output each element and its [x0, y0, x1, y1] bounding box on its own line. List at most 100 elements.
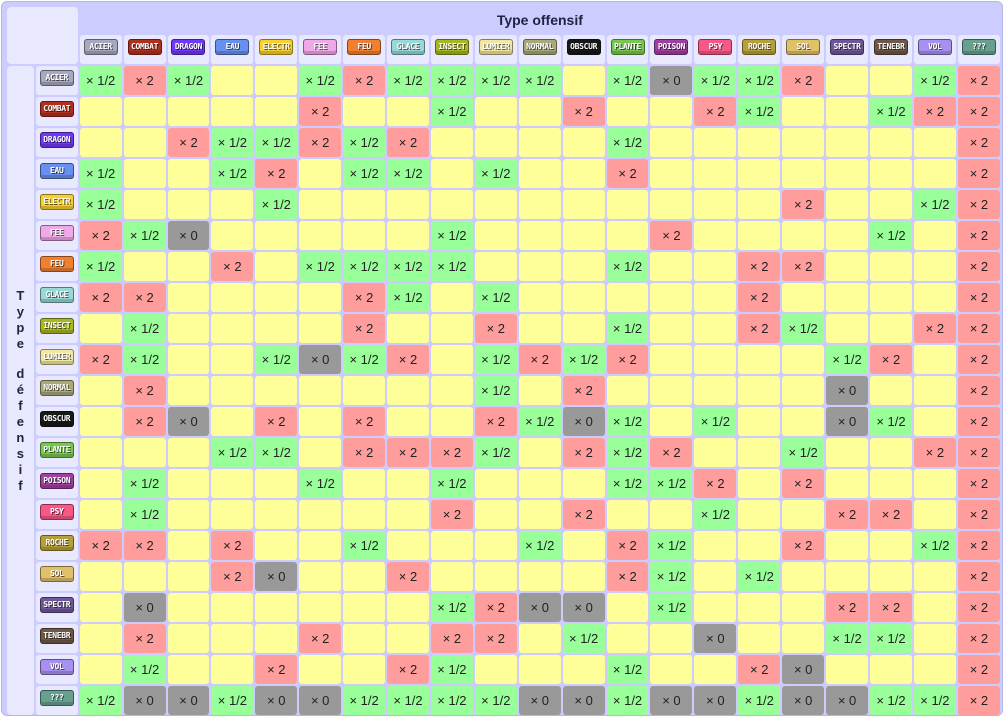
- effectiveness-cell: [870, 469, 912, 498]
- effectiveness-cell: × 1/2: [343, 531, 386, 560]
- effectiveness-cell: [782, 624, 825, 653]
- effectiveness-cell: [826, 655, 869, 684]
- multiplier-value: × 2: [398, 445, 418, 460]
- type-badge: POISON: [39, 473, 74, 489]
- effectiveness-cell: [650, 407, 693, 436]
- multiplier-value: × 1/2: [876, 228, 906, 243]
- effectiveness-cell: [870, 66, 912, 95]
- effectiveness-cell: × 2: [957, 593, 1000, 622]
- multiplier-value: × 2: [91, 228, 110, 243]
- effectiveness-cell: [387, 221, 429, 250]
- effectiveness-cell: × 1/2: [650, 531, 693, 560]
- multiplier-value: × 2: [969, 383, 989, 398]
- effectiveness-cell: × 1/2: [474, 345, 517, 374]
- effectiveness-cell: [650, 128, 693, 157]
- effectiveness-cell: × 1/2: [650, 562, 693, 591]
- effectiveness-cell: × 1/2: [255, 438, 298, 467]
- effectiveness-cell: × 2: [957, 314, 1000, 343]
- multiplier-value: × 2: [354, 414, 374, 429]
- multiplier-value: × 1/2: [656, 569, 687, 584]
- effectiveness-cell: [167, 562, 210, 591]
- row-header: VOL: [35, 655, 78, 684]
- effectiveness-cell: × 1/2: [343, 345, 386, 374]
- multiplier-value: × 2: [442, 631, 462, 646]
- effectiveness-cell: [826, 283, 869, 312]
- multiplier-value: × 1/2: [700, 73, 730, 88]
- effectiveness-cell: [606, 97, 649, 126]
- multiplier-value: × 1/2: [217, 693, 248, 708]
- effectiveness-cell: [562, 531, 605, 560]
- effectiveness-cell: × 2: [650, 221, 693, 250]
- multiplier-value: × 1/2: [744, 693, 774, 708]
- multiplier-value: × 2: [310, 104, 330, 119]
- effectiveness-cell: × 2: [913, 438, 956, 467]
- type-badge: PLANTE: [610, 39, 645, 55]
- effectiveness-cell: [343, 624, 386, 653]
- effectiveness-cell: [826, 531, 869, 560]
- effectiveness-cell: [123, 128, 166, 157]
- effectiveness-cell: [694, 190, 737, 219]
- multiplier-value: × 1/2: [876, 104, 906, 119]
- multiplier-value: × 1/2: [86, 259, 116, 274]
- multiplier-value: × 2: [267, 414, 286, 429]
- type-badge: POISON: [654, 39, 689, 55]
- multiplier-value: × 2: [969, 321, 989, 336]
- multiplier-value: × 1/2: [261, 352, 291, 367]
- multiplier-value: × 1/2: [525, 73, 555, 88]
- effectiveness-cell: [694, 221, 737, 250]
- effectiveness-cell: × 1/2: [870, 686, 912, 715]
- effectiveness-cell: × 2: [255, 159, 298, 188]
- multiplier-value: × 2: [574, 507, 593, 522]
- multiplier-value: × 2: [574, 445, 593, 460]
- multiplier-value: × 1/2: [481, 352, 511, 367]
- row-header: PSY: [35, 500, 78, 529]
- multiplier-value: × 1/2: [437, 600, 467, 615]
- effectiveness-cell: [562, 252, 605, 281]
- multiplier-value: × 2: [969, 104, 989, 119]
- effectiveness-cell: × 2: [606, 562, 649, 591]
- effectiveness-cell: [870, 376, 912, 405]
- effectiveness-cell: × 2: [782, 531, 825, 560]
- effectiveness-cell: [913, 500, 956, 529]
- effectiveness-cell: [870, 655, 912, 684]
- effectiveness-cell: [650, 97, 693, 126]
- multiplier-value: × 2: [618, 166, 637, 181]
- multiplier-value: × 2: [574, 104, 593, 119]
- effectiveness-cell: [167, 252, 210, 281]
- effectiveness-cell: [79, 128, 122, 157]
- effectiveness-cell: × 2: [387, 128, 429, 157]
- multiplier-value: × 1/2: [612, 476, 643, 491]
- effectiveness-cell: × 1/2: [387, 283, 429, 312]
- multiplier-value: × 2: [442, 445, 462, 460]
- multiplier-value: × 1/2: [349, 538, 379, 553]
- multiplier-value: × 2: [135, 383, 154, 398]
- type-badge: FEE: [39, 225, 74, 241]
- multiplier-value: × 2: [354, 445, 374, 460]
- effectiveness-cell: [387, 190, 429, 219]
- multiplier-value: × 2: [486, 631, 506, 646]
- row-header: GLACE: [35, 283, 78, 312]
- effectiveness-cell: [255, 97, 298, 126]
- effectiveness-cell: [167, 500, 210, 529]
- effectiveness-cell: × 2: [694, 469, 737, 498]
- effectiveness-cell: × 1/2: [474, 376, 517, 405]
- multiplier-value: × 1/2: [481, 166, 511, 181]
- effectiveness-cell: [738, 128, 781, 157]
- multiplier-value: × 1/2: [612, 662, 643, 677]
- multiplier-value: × 2: [969, 73, 989, 88]
- multiplier-value: × 0: [135, 693, 154, 708]
- effectiveness-cell: × 2: [782, 66, 825, 95]
- effectiveness-cell: × 2: [957, 686, 1000, 715]
- multiplier-value: × 1/2: [305, 476, 335, 491]
- effectiveness-cell: [299, 190, 342, 219]
- effectiveness-cell: × 2: [957, 407, 1000, 436]
- effectiveness-cell: × 1/2: [738, 562, 781, 591]
- multiplier-value: × 1/2: [876, 631, 906, 646]
- effectiveness-cell: × 2: [299, 97, 342, 126]
- effectiveness-cell: [79, 97, 122, 126]
- effectiveness-cell: × 2: [299, 624, 342, 653]
- effectiveness-cell: × 0: [123, 686, 166, 715]
- effectiveness-cell: [606, 190, 649, 219]
- effectiveness-cell: [79, 500, 122, 529]
- multiplier-value: × 1/2: [656, 600, 687, 615]
